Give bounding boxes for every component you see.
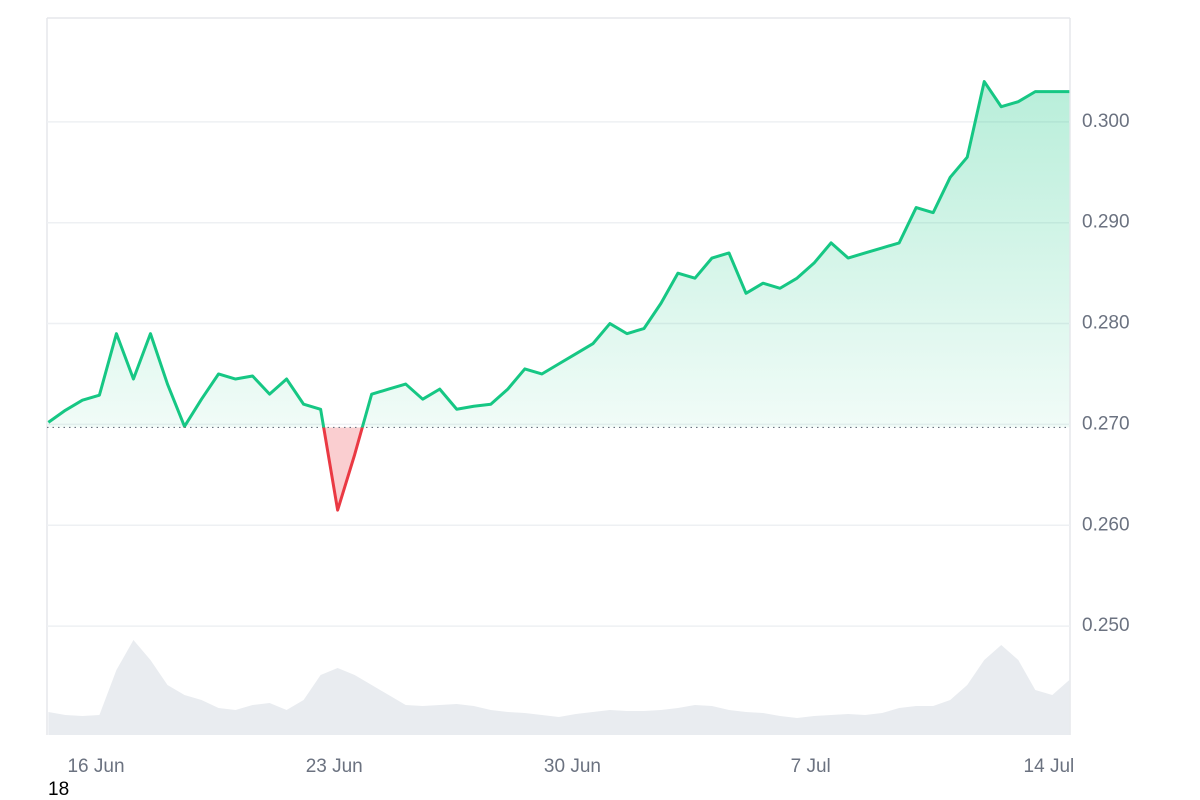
y-tick-label: 0.290 (1082, 212, 1130, 233)
y-tick-label: 0.250 (1082, 615, 1130, 636)
y-tick-label: 0.260 (1082, 514, 1130, 535)
x-tick-label: 14 Jul (1024, 756, 1075, 777)
price-area (48, 81, 1070, 511)
footer-text: 18 (48, 779, 69, 800)
x-tick-label: 16 Jun (67, 756, 124, 777)
x-tick-label: 7 Jul (791, 756, 831, 777)
x-tick-label: 30 Jun (544, 756, 601, 777)
volume-area (48, 640, 1070, 735)
y-tick-label: 0.300 (1082, 111, 1130, 132)
y-tick-label: 0.270 (1082, 413, 1130, 434)
y-tick-label: 0.280 (1082, 313, 1130, 334)
x-tick-label: 23 Jun (306, 756, 363, 777)
price-line (47, 80, 1070, 512)
